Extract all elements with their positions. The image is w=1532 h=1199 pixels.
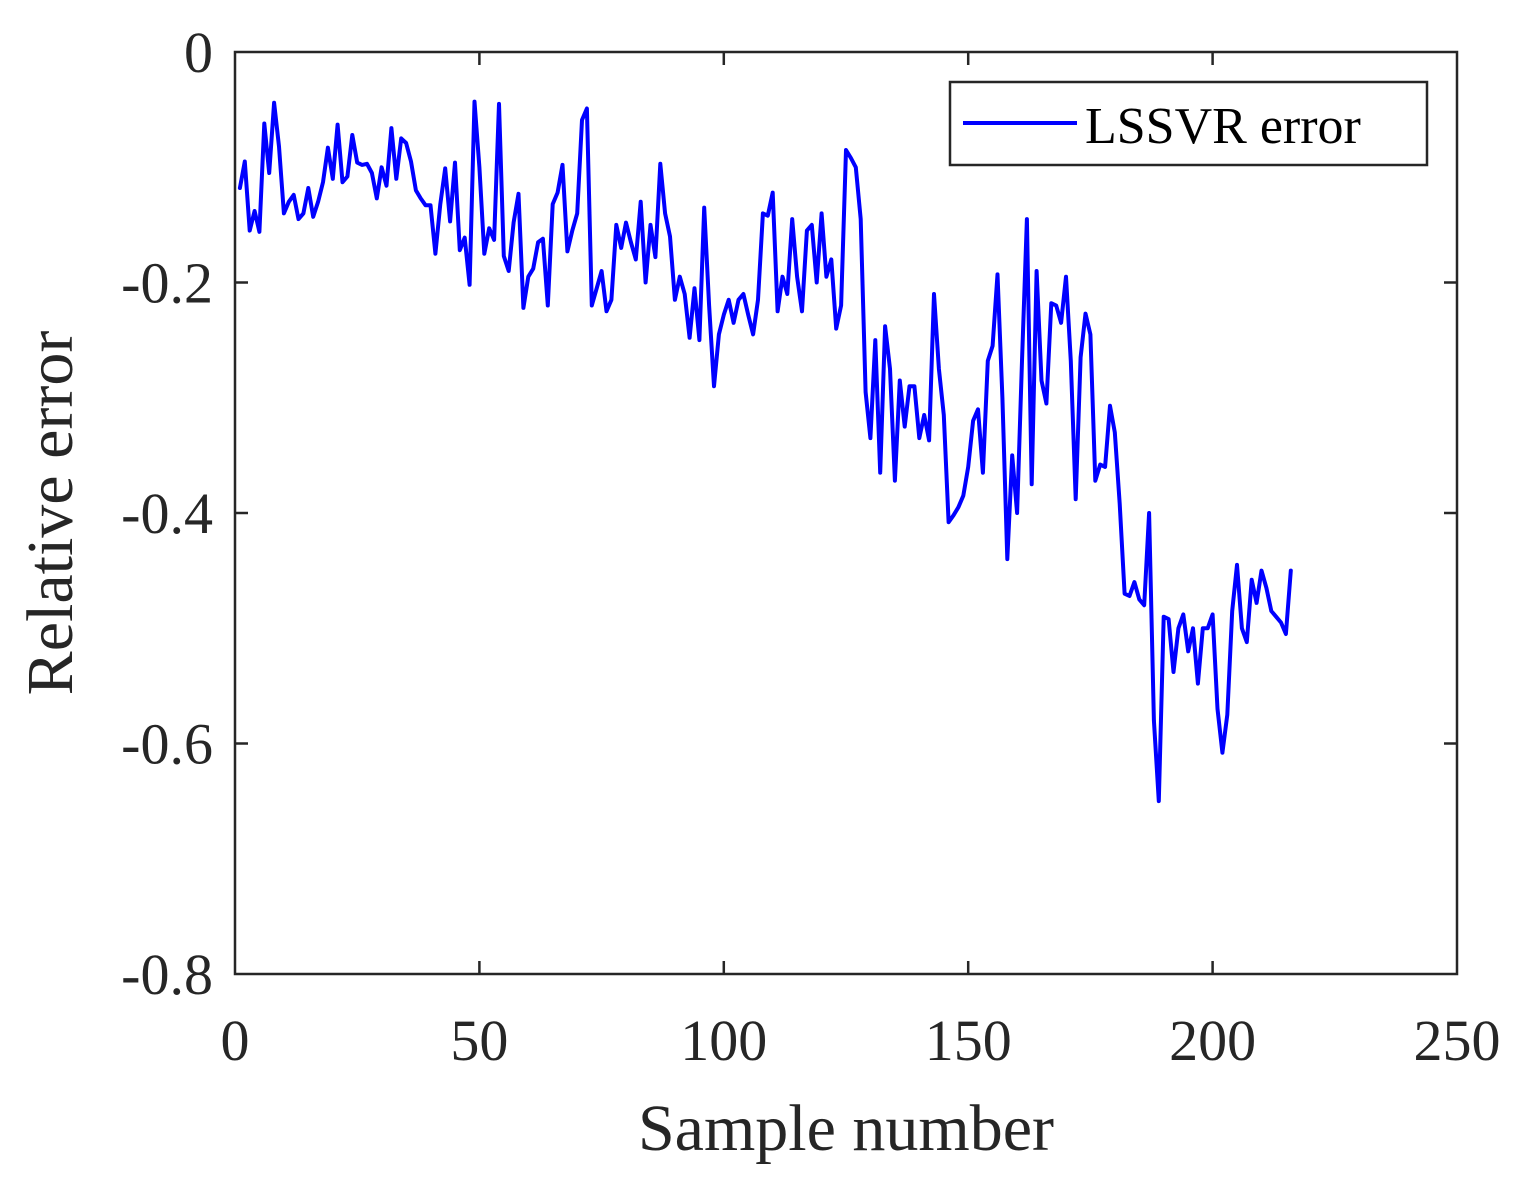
x-tick-label: 250: [1414, 1008, 1501, 1073]
y-tick-label: -0.8: [121, 942, 213, 1007]
y-tick-label: -0.2: [121, 251, 213, 316]
x-axis-label: Sample number: [638, 1092, 1054, 1165]
y-axis-label: Relative error: [14, 331, 87, 696]
x-tick-label: 100: [680, 1008, 767, 1073]
x-tick-label: 200: [1169, 1008, 1256, 1073]
x-tick-label: 0: [221, 1008, 250, 1073]
x-tick-label: 50: [450, 1008, 508, 1073]
y-tick-label: 0: [184, 20, 213, 85]
axis-ticks: 0 50 100 150 200 250 0 -0.2 -0.4 -0.6 -0.8: [121, 20, 1500, 1073]
plot-area: [237, 99, 1293, 804]
y-tick-label: -0.6: [121, 712, 213, 777]
y-tick-label: -0.4: [121, 481, 213, 546]
legend: LSSVR error: [948, 80, 1429, 167]
x-tick-label: 150: [925, 1008, 1012, 1073]
legend-label: LSSVR error: [1085, 98, 1361, 155]
series-line-lssvr-error: [237, 99, 1293, 804]
